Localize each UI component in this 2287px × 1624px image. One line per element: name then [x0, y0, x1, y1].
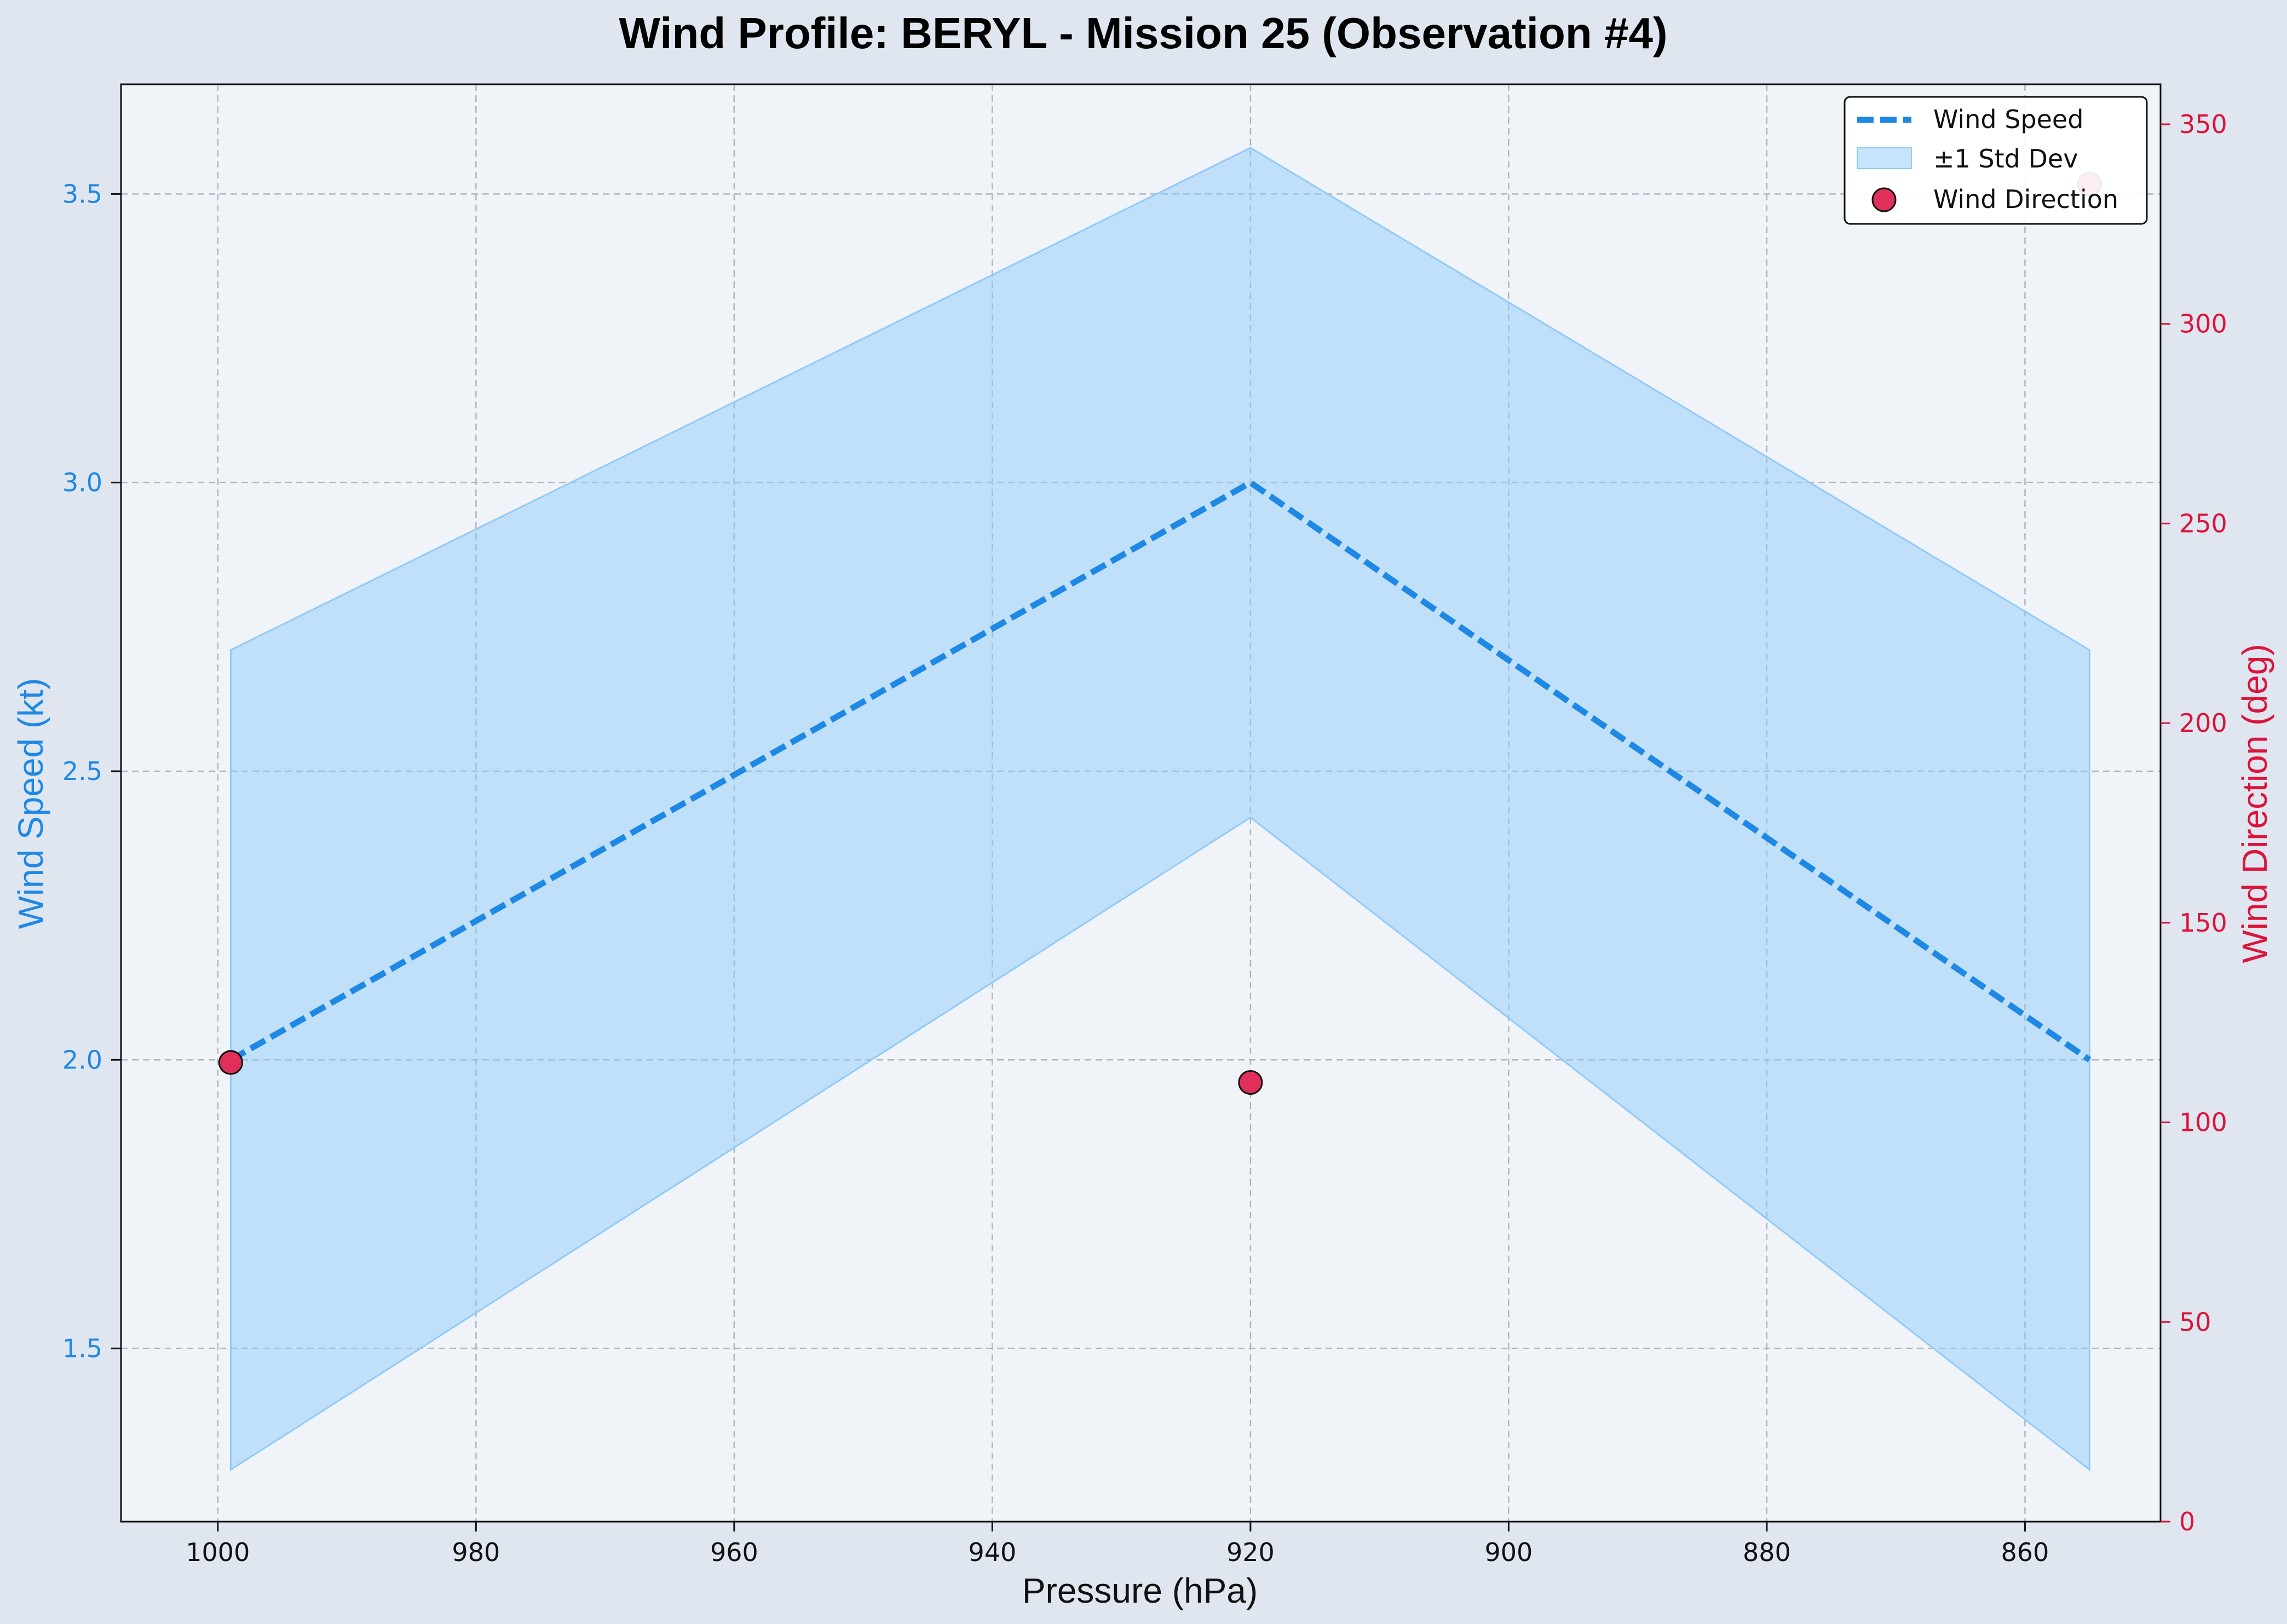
x-tick-label: 940	[968, 1538, 1016, 1567]
wind-speed-line-layer	[229, 479, 2092, 1063]
y-tick-label: 2.0	[62, 1045, 102, 1074]
legend-std-dev-swatch	[1857, 147, 1912, 169]
y2-tick-label: 250	[2179, 508, 2227, 538]
x-tick-label: 980	[452, 1538, 500, 1567]
x-axis-label: Pressure (hPa)	[1022, 1571, 1258, 1610]
y2-tick-label: 0	[2179, 1507, 2195, 1536]
x-tick-label: 900	[1485, 1538, 1533, 1567]
plot-frame	[120, 83, 2162, 1523]
y2-tick-label: 350	[2179, 109, 2227, 139]
y-tick-label: 1.5	[62, 1334, 102, 1363]
x-tick-label: 960	[710, 1538, 758, 1567]
y2-tick-label: 50	[2179, 1307, 2211, 1337]
y-tick-label: 3.5	[62, 179, 102, 209]
legend-label-wind-speed: Wind Speed	[1933, 105, 2083, 134]
legend-box	[1844, 96, 2148, 225]
y2-tick-label: 150	[2179, 908, 2227, 938]
y2-tick-label: 300	[2179, 309, 2227, 339]
y2-axis-ticks: 0 50 100 150 200 250 300 350	[2161, 109, 2227, 1536]
x-axis-ticks: 1000 980 960 940 920 900 880 860	[186, 1522, 2049, 1567]
x-tick-label: 860	[2001, 1538, 2049, 1567]
legend-wind-direction-swatch	[1871, 187, 1897, 212]
x-tick-label: 1000	[186, 1538, 250, 1567]
y-axis-ticks: 1.5 2.0 2.5 3.0 3.5	[62, 179, 121, 1363]
wind-direction-point	[218, 1050, 243, 1075]
std-dev-band-layer	[229, 147, 2090, 1472]
y2-axis-label: Wind Direction (deg)	[2235, 644, 2274, 963]
legend: Wind Speed ±1 Std Dev Wind Direction	[1844, 96, 2148, 225]
chart-title: Wind Profile: BERYL - Mission 25 (Observ…	[619, 9, 1667, 57]
legend-label-wind-direction: Wind Direction	[1933, 184, 2118, 214]
y-axis-label: Wind Speed (kt)	[11, 678, 50, 929]
wind-direction-point	[1238, 1070, 1263, 1095]
y-tick-label: 3.0	[62, 468, 102, 498]
y2-tick-label: 100	[2179, 1108, 2227, 1137]
wind-speed-line	[229, 479, 2092, 1063]
x-tick-label: 920	[1226, 1538, 1275, 1567]
legend-label-std-dev: ±1 Std Dev	[1933, 144, 2078, 174]
y2-tick-label: 200	[2179, 708, 2227, 738]
std-dev-band	[229, 147, 2090, 1472]
y-tick-label: 2.5	[62, 756, 102, 786]
x-tick-label: 880	[1743, 1538, 1791, 1567]
